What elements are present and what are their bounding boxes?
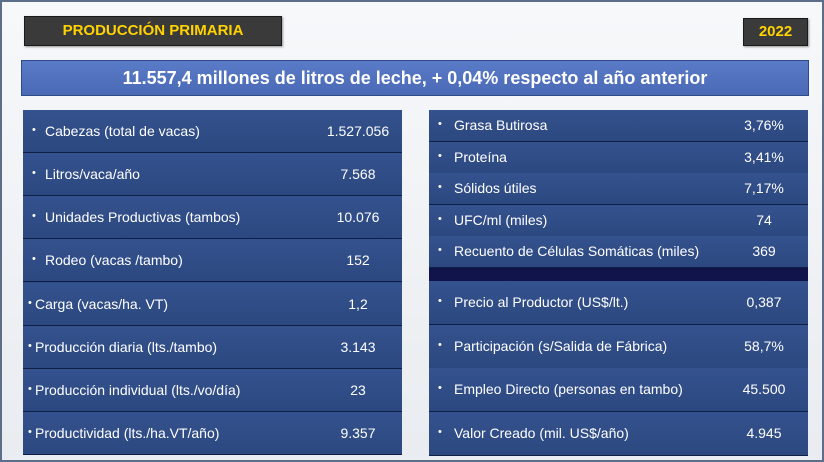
stat-row: • Grasa Butirosa 3,76%: [429, 110, 808, 142]
stat-value: 23: [350, 381, 366, 398]
stat-value: 0,387: [746, 294, 782, 310]
stat-value: 1,2: [348, 295, 368, 312]
right-stats-panel: • Grasa Butirosa 3,76% • Proteína 3,41% • Sólid…: [429, 110, 808, 456]
bullet-icon: •: [28, 339, 32, 352]
bullet-icon: •: [32, 252, 36, 265]
stat-row: • UFC/ml (miles) 74: [429, 205, 808, 237]
stat-label: Producción diaria (lts./tambo): [35, 338, 218, 355]
year-badge: 2022: [743, 18, 808, 46]
stat-value: 7.568: [340, 165, 376, 182]
stat-value: 58,7%: [744, 338, 784, 354]
stat-row: • Carga (vacas/ha. VT) 1,2: [23, 283, 402, 326]
stat-row: • Empleo Directo (personas en tambo) 45.50…: [429, 368, 808, 412]
stat-value: 369: [752, 243, 776, 259]
stat-label: Valor Creado (mil. US$/año): [454, 425, 629, 441]
stat-label: Rodeo (vacas /tambo): [45, 251, 183, 268]
stat-row: • Rodeo (vacas /tambo) 152: [23, 239, 402, 282]
stat-label: Participación (s/Salida de Fábrica): [454, 338, 668, 354]
stat-value: 10.076: [336, 208, 380, 225]
stat-label: Carga (vacas/ha. VT): [35, 295, 169, 312]
headline-banner: 11.557,4 millones de litros de leche, + …: [21, 60, 809, 96]
stat-label: Producción individual (lts./vo/día): [35, 381, 241, 398]
stat-value: 74: [756, 212, 772, 228]
stat-label: Sólidos útiles: [454, 180, 537, 196]
stat-value: 152: [346, 251, 370, 268]
stat-label: Empleo Directo (personas en tambo): [454, 381, 683, 397]
stat-row: • Litros/vaca/año 7.568: [23, 153, 402, 196]
bullet-icon: •: [28, 296, 32, 309]
stat-row: • Participación (s/Salida de Fábrica) 58,7…: [429, 325, 808, 369]
stat-label: Litros/vaca/año: [45, 165, 140, 182]
bullet-icon: •: [438, 118, 442, 130]
stat-label: UFC/ml (miles): [454, 212, 548, 228]
bullet-icon: •: [28, 382, 32, 395]
stat-row: • Proteína 3,41%: [429, 142, 808, 174]
stat-label: Proteína: [454, 149, 507, 165]
bullet-icon: •: [438, 382, 442, 394]
stat-label: Cabezas (total de vacas): [45, 122, 200, 139]
left-stats-panel: • Cabezas (total de vacas) 1.527.056 • Litro…: [23, 110, 402, 455]
stat-label: Precio al Productor (US$/lt.): [454, 294, 629, 310]
stat-row: • Unidades Productivas (tambos) 10.076: [23, 196, 402, 239]
bullet-icon: •: [438, 213, 442, 225]
stat-value: 45.500: [742, 381, 786, 397]
stat-value: 9.357: [340, 424, 376, 441]
stat-row: • Precio al Productor (US$/lt.) 0,387: [429, 281, 808, 325]
bullet-icon: •: [28, 425, 32, 438]
stat-row: • Valor Creado (mil. US$/año) 4.945: [429, 412, 808, 456]
stat-value: 3.143: [340, 338, 376, 355]
bullet-icon: •: [32, 209, 36, 222]
bullet-icon: •: [32, 166, 36, 179]
section-title: PRODUCCIÓN PRIMARIA: [24, 16, 282, 46]
stat-value: 1.527.056: [326, 122, 390, 139]
stat-label: Recuento de Células Somáticas (miles): [454, 243, 700, 259]
stat-row: • Cabezas (total de vacas) 1.527.056: [23, 110, 402, 153]
stat-value: 7,17%: [744, 180, 784, 196]
bullet-icon: •: [438, 426, 442, 438]
stat-value: 3,76%: [744, 117, 784, 133]
stat-label: Grasa Butirosa: [454, 117, 548, 133]
bullet-icon: •: [438, 150, 442, 162]
stat-row: • Producción diaria (lts./tambo) 3.143: [23, 326, 402, 369]
bullet-icon: •: [438, 181, 442, 193]
stat-label: Unidades Productivas (tambos): [45, 208, 241, 225]
bullet-icon: •: [438, 244, 442, 256]
bullet-icon: •: [438, 295, 442, 307]
stat-row: • Producción individual (lts./vo/día) 23: [23, 369, 402, 412]
bullet-icon: •: [438, 339, 442, 351]
stat-label: Productividad (lts./ha.VT/año): [35, 424, 220, 441]
stat-row: • Recuento de Células Somáticas (miles) 36…: [429, 236, 808, 268]
bullet-icon: •: [32, 123, 36, 136]
stat-value: 4.945: [746, 425, 782, 441]
stat-row: • Sólidos útiles 7,17%: [429, 173, 808, 205]
stat-row: • Productividad (lts./ha.VT/año) 9.357: [23, 412, 402, 455]
stat-value: 3,41%: [744, 149, 784, 165]
section-divider: [429, 268, 808, 281]
